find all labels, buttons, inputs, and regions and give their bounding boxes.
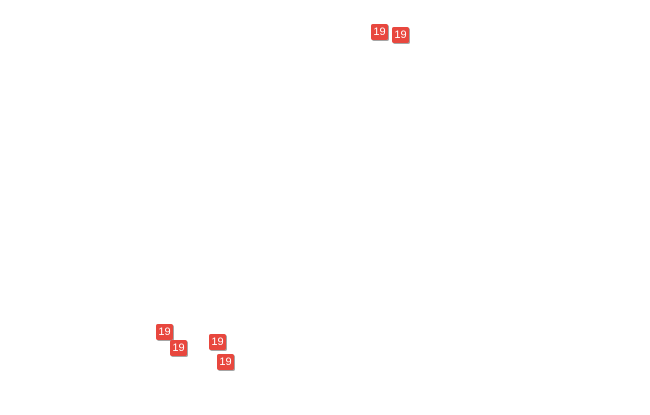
cluster-marker[interactable]: 19 (371, 24, 388, 40)
cluster-marker[interactable]: 19 (209, 334, 226, 350)
cluster-marker[interactable]: 19 (217, 354, 234, 370)
cluster-marker[interactable]: 19 (156, 324, 173, 340)
cluster-marker[interactable]: 19 (170, 340, 187, 356)
cluster-marker[interactable]: 19 (392, 27, 409, 43)
